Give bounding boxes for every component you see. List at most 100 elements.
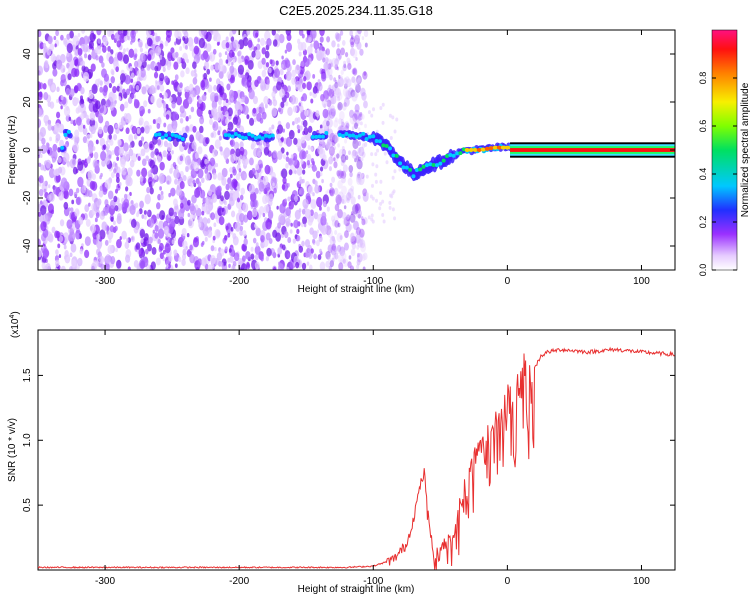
noise-speck bbox=[138, 117, 144, 126]
noise-speck bbox=[154, 65, 159, 72]
noise-speck bbox=[294, 170, 297, 175]
noise-speck bbox=[271, 30, 276, 36]
noise-speck bbox=[229, 173, 233, 179]
noise-speck bbox=[209, 77, 212, 82]
noise-speck bbox=[104, 239, 109, 246]
noise-speck bbox=[356, 244, 360, 250]
noise-speck bbox=[322, 119, 329, 130]
noise-speck bbox=[80, 98, 84, 105]
noise-speck bbox=[150, 261, 156, 270]
noise-speck bbox=[329, 260, 334, 268]
noise-speck bbox=[328, 144, 333, 151]
noise-speck bbox=[194, 152, 200, 159]
noise-speck bbox=[230, 139, 235, 148]
noise-speck bbox=[210, 64, 215, 71]
noise-speck bbox=[101, 45, 107, 53]
noise-speck bbox=[349, 265, 355, 270]
noise-speck bbox=[326, 99, 332, 108]
noise-speck bbox=[167, 223, 174, 234]
noise-speck bbox=[350, 235, 357, 245]
noise-speck bbox=[171, 239, 175, 245]
noise-speck bbox=[383, 151, 387, 156]
noise-speck bbox=[205, 43, 212, 52]
noise-speck bbox=[106, 30, 113, 37]
noise-speck bbox=[90, 125, 96, 135]
noise-speck bbox=[122, 88, 126, 95]
noise-speck bbox=[78, 216, 84, 225]
spectrogram-x-label: Height of straight line (km) bbox=[298, 284, 415, 295]
noise-speck bbox=[95, 139, 99, 145]
noise-speck bbox=[350, 248, 356, 257]
noise-speck bbox=[165, 114, 170, 120]
noise-speck bbox=[341, 170, 347, 179]
ridge-core bbox=[341, 133, 346, 138]
noise-speck bbox=[200, 80, 206, 88]
noise-speck bbox=[102, 144, 107, 150]
noise-speck bbox=[156, 85, 160, 90]
noise-speck bbox=[118, 96, 122, 101]
noise-speck bbox=[232, 235, 239, 246]
noise-speck bbox=[321, 178, 324, 184]
noise-speck bbox=[147, 217, 155, 228]
noise-speck bbox=[261, 69, 267, 78]
noise-speck bbox=[209, 51, 216, 62]
noise-speck bbox=[254, 187, 259, 195]
noise-speck bbox=[69, 88, 75, 97]
snr-x-tick-label: 100 bbox=[633, 576, 650, 587]
noise-speck bbox=[58, 191, 64, 201]
noise-speck bbox=[206, 229, 213, 238]
noise-speck bbox=[228, 49, 234, 58]
noise-speck bbox=[73, 85, 79, 93]
noise-speck bbox=[227, 121, 234, 131]
noise-speck bbox=[246, 30, 251, 36]
noise-speck bbox=[237, 55, 243, 64]
noise-speck bbox=[241, 96, 245, 103]
noise-speck bbox=[307, 45, 313, 55]
noise-speck bbox=[75, 107, 80, 114]
noise-speck bbox=[192, 77, 198, 85]
noise-speck bbox=[333, 213, 339, 222]
noise-speck bbox=[204, 61, 210, 70]
noise-speck bbox=[330, 105, 335, 113]
noise-speck bbox=[146, 37, 153, 47]
noise-speck bbox=[172, 79, 178, 88]
noise-speck bbox=[182, 98, 190, 109]
noise-speck bbox=[351, 68, 356, 75]
noise-speck bbox=[272, 150, 278, 159]
noise-speck bbox=[339, 170, 345, 179]
noise-speck bbox=[106, 143, 110, 150]
noise-speck bbox=[334, 252, 339, 260]
noise-speck bbox=[389, 193, 393, 198]
noise-speck bbox=[337, 92, 343, 101]
noise-speck bbox=[367, 215, 371, 220]
noise-speck bbox=[343, 216, 350, 227]
noise-speck bbox=[337, 180, 343, 189]
noise-speck bbox=[123, 193, 128, 200]
noise-speck bbox=[239, 225, 244, 232]
noise-speck bbox=[42, 248, 49, 258]
noise-speck bbox=[170, 93, 177, 105]
noise-speck bbox=[326, 141, 331, 149]
noise-speck bbox=[179, 155, 184, 162]
noise-speck bbox=[88, 202, 91, 207]
noise-speck bbox=[282, 128, 285, 133]
noise-speck bbox=[225, 36, 229, 42]
noise-speck bbox=[107, 45, 111, 52]
noise-speck bbox=[192, 125, 197, 133]
noise-speck bbox=[174, 41, 177, 46]
noise-speck bbox=[154, 225, 159, 232]
noise-speck bbox=[101, 159, 106, 167]
noise-speck bbox=[136, 169, 141, 177]
noise-speck bbox=[115, 172, 120, 179]
noise-speck bbox=[319, 36, 324, 43]
noise-speck bbox=[375, 164, 379, 169]
noise-speck bbox=[303, 127, 309, 135]
noise-speck bbox=[321, 224, 328, 235]
noise-speck bbox=[298, 102, 302, 107]
ridge-core bbox=[66, 129, 71, 134]
noise-speck bbox=[115, 66, 119, 73]
noise-speck bbox=[51, 125, 55, 131]
noise-speck bbox=[314, 48, 318, 54]
noise-speck bbox=[336, 232, 343, 243]
noise-speck bbox=[388, 205, 392, 210]
